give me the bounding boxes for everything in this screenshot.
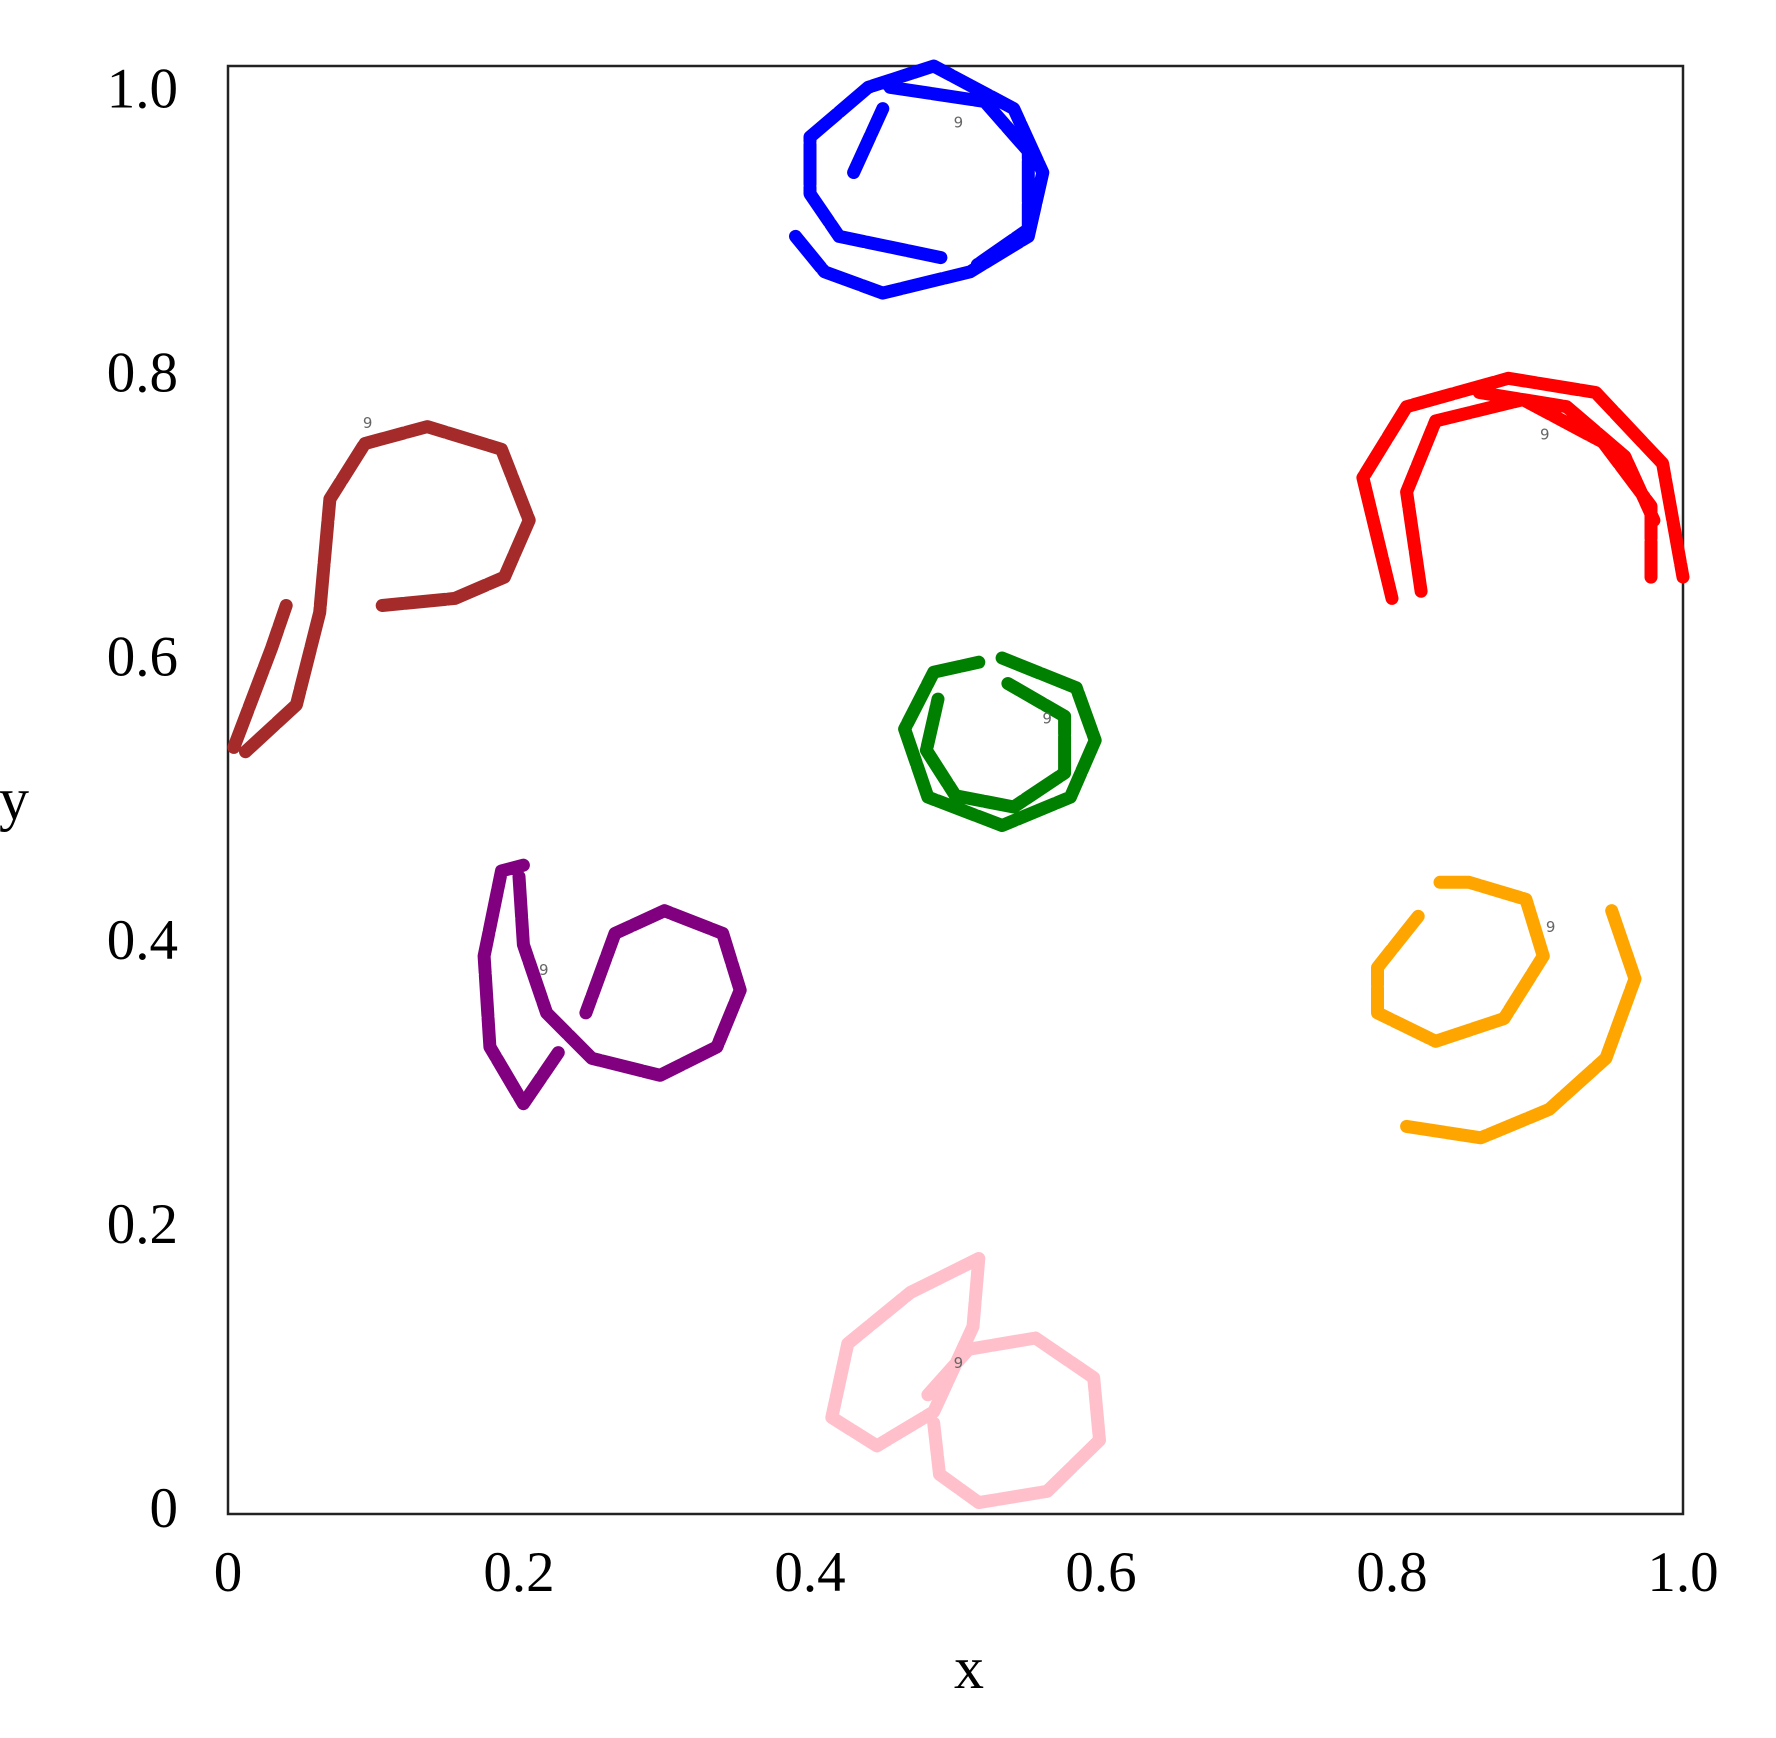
annotation: 9 [539,961,549,979]
trajectory [898,651,1102,832]
y-tick-label: 0.4 [107,909,178,972]
y-tick-label: 0.2 [107,1193,178,1256]
x-tick-label: 0.2 [483,1541,554,1604]
annotation: 9 [363,414,373,432]
trajectory [477,858,747,1111]
y-tick-label: 0 [150,1477,179,1540]
y-axis-label: y [0,766,29,832]
trajectory [227,420,536,759]
annotation: 9 [954,113,964,131]
x-tick-label: 0.6 [1065,1541,1136,1604]
trajectory [825,1252,1106,1510]
x-tick-label: 0.8 [1356,1541,1427,1604]
annotation: 9 [954,1354,964,1372]
y-tick-label: 0.8 [107,341,178,404]
annotation: 9 [1540,426,1550,444]
y-tick-label: 1.0 [107,57,178,120]
y-tick-label: 0.6 [107,625,178,688]
x-tick-label: 0.4 [774,1541,845,1604]
plot-frame [226,64,1685,1516]
trajectory [1371,875,1642,1145]
trajectory [1356,371,1690,605]
x-tick-label: 0 [214,1541,243,1604]
x-axis-label: x [954,1635,984,1701]
trajectory [789,59,1050,300]
annotation: 9 [1546,918,1556,936]
annotation: 9 [1042,710,1052,728]
x-tick-label: 1.0 [1647,1541,1718,1604]
